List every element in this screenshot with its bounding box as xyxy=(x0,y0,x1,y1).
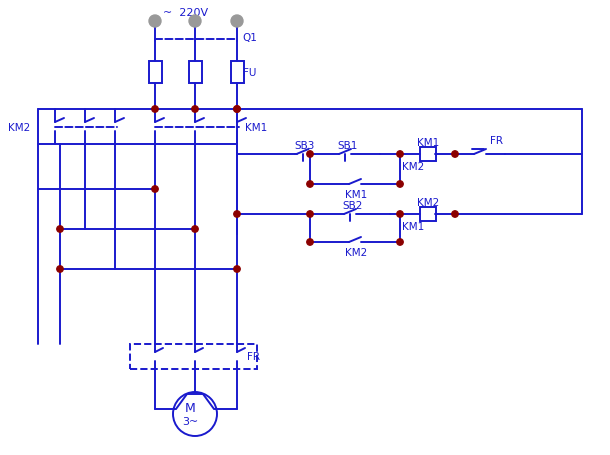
Text: KM1: KM1 xyxy=(345,190,367,200)
Text: KM2: KM2 xyxy=(417,197,440,207)
Bar xyxy=(420,148,436,162)
Text: FR: FR xyxy=(247,351,260,361)
Text: KM2: KM2 xyxy=(8,123,31,133)
Circle shape xyxy=(452,211,458,218)
Circle shape xyxy=(307,182,313,188)
Circle shape xyxy=(152,187,158,193)
Text: SB3: SB3 xyxy=(295,141,315,151)
Circle shape xyxy=(57,226,63,233)
Circle shape xyxy=(234,106,240,113)
Circle shape xyxy=(307,239,313,246)
Circle shape xyxy=(192,106,198,113)
Circle shape xyxy=(396,182,403,188)
Text: KM2: KM2 xyxy=(345,248,367,258)
Text: ~  220V: ~ 220V xyxy=(163,8,208,18)
Bar xyxy=(130,344,257,369)
Text: KM1: KM1 xyxy=(417,138,440,148)
Circle shape xyxy=(396,152,403,158)
Circle shape xyxy=(152,106,158,113)
Bar xyxy=(231,62,244,84)
Text: SB1: SB1 xyxy=(337,141,357,151)
Circle shape xyxy=(234,106,240,113)
Circle shape xyxy=(189,16,201,28)
Text: FU: FU xyxy=(243,68,256,78)
Text: SB2: SB2 xyxy=(342,201,362,211)
Circle shape xyxy=(231,16,243,28)
Text: 3~: 3~ xyxy=(182,416,198,426)
Circle shape xyxy=(452,152,458,158)
Text: Q1: Q1 xyxy=(242,33,257,43)
Circle shape xyxy=(307,152,313,158)
Text: KM2: KM2 xyxy=(402,162,424,172)
Text: FR: FR xyxy=(490,136,503,146)
Bar xyxy=(189,62,202,84)
Circle shape xyxy=(396,211,403,218)
Circle shape xyxy=(234,211,240,218)
Text: KM1: KM1 xyxy=(402,222,424,232)
Bar xyxy=(149,62,162,84)
Text: KM1: KM1 xyxy=(245,123,267,133)
Circle shape xyxy=(234,266,240,273)
Circle shape xyxy=(396,239,403,246)
Circle shape xyxy=(149,16,161,28)
Text: M: M xyxy=(185,402,195,415)
Circle shape xyxy=(192,226,198,233)
Circle shape xyxy=(307,211,313,218)
Circle shape xyxy=(57,266,63,273)
Bar xyxy=(420,207,436,222)
